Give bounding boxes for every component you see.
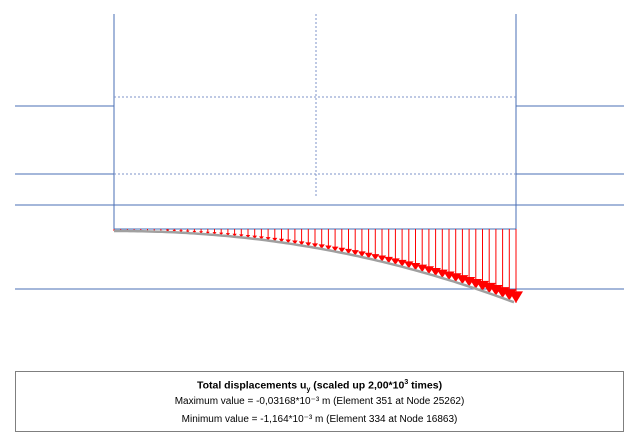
displacement-arrowhead xyxy=(384,256,393,264)
legend-min-value: Minimum value = -1,164*10⁻³ m (Element 3… xyxy=(181,414,458,425)
results-legend-box: Total displacements uy (scaled up 2,00*1… xyxy=(15,371,624,432)
displacement-arrowhead xyxy=(285,239,291,244)
deformed-mesh-line xyxy=(114,229,515,304)
displacement-arrowhead xyxy=(192,230,197,234)
legend-title-prefix: Total displacements u xyxy=(196,379,307,392)
model-viewport[interactable] xyxy=(0,0,640,360)
displacement-arrowhead xyxy=(509,291,523,303)
displacement-arrowhead xyxy=(259,236,264,240)
displacement-arrowhead xyxy=(292,240,298,245)
displacement-arrowhead xyxy=(278,238,285,243)
displacement-arrowhead xyxy=(245,234,251,239)
legend-max-value: Maximum value = -0,03168*10⁻³ m (Element… xyxy=(174,396,465,407)
displacement-arrowhead xyxy=(252,235,257,239)
displacement-arrowhead xyxy=(331,246,339,252)
displacement-arrowhead xyxy=(232,233,237,237)
displacement-arrowhead xyxy=(364,252,373,259)
legend-title-exponent: 3 xyxy=(404,379,409,386)
displacement-arrowhead xyxy=(205,231,210,235)
displacement-arrowhead xyxy=(325,245,332,251)
legend-title-subscript: y xyxy=(306,386,311,394)
displacement-arrows xyxy=(113,229,523,303)
displacement-arrowhead xyxy=(318,244,325,249)
legend-title-suffix: times) xyxy=(408,379,443,392)
legend-title: Total displacements uy (scaled up 2,00*1… xyxy=(16,377,623,397)
displacement-arrowhead xyxy=(298,241,305,246)
displacement-arrowhead xyxy=(344,248,353,255)
displacement-arrowhead xyxy=(338,247,346,253)
displacement-arrowhead xyxy=(391,258,400,266)
displacement-arrowhead xyxy=(212,232,217,235)
displacement-arrowhead xyxy=(219,232,224,236)
displacement-arrowhead xyxy=(239,234,244,238)
displacement-arrowhead xyxy=(311,243,319,248)
displacement-arrowhead xyxy=(377,255,387,262)
displacement-arrowhead xyxy=(225,233,230,237)
displacement-arrowhead xyxy=(272,237,278,242)
displacement-arrowhead xyxy=(371,254,380,261)
legend-title-scale: (scaled up 2,00*10 xyxy=(310,379,405,392)
displacement-arrowhead xyxy=(351,250,359,256)
displacement-arrowhead xyxy=(265,237,271,241)
displacement-arrowhead xyxy=(305,242,312,247)
displacement-arrowhead xyxy=(358,251,366,258)
displacement-arrowhead xyxy=(199,231,203,234)
